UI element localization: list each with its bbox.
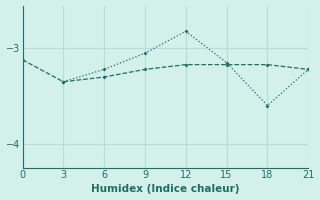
X-axis label: Humidex (Indice chaleur): Humidex (Indice chaleur) — [91, 184, 240, 194]
